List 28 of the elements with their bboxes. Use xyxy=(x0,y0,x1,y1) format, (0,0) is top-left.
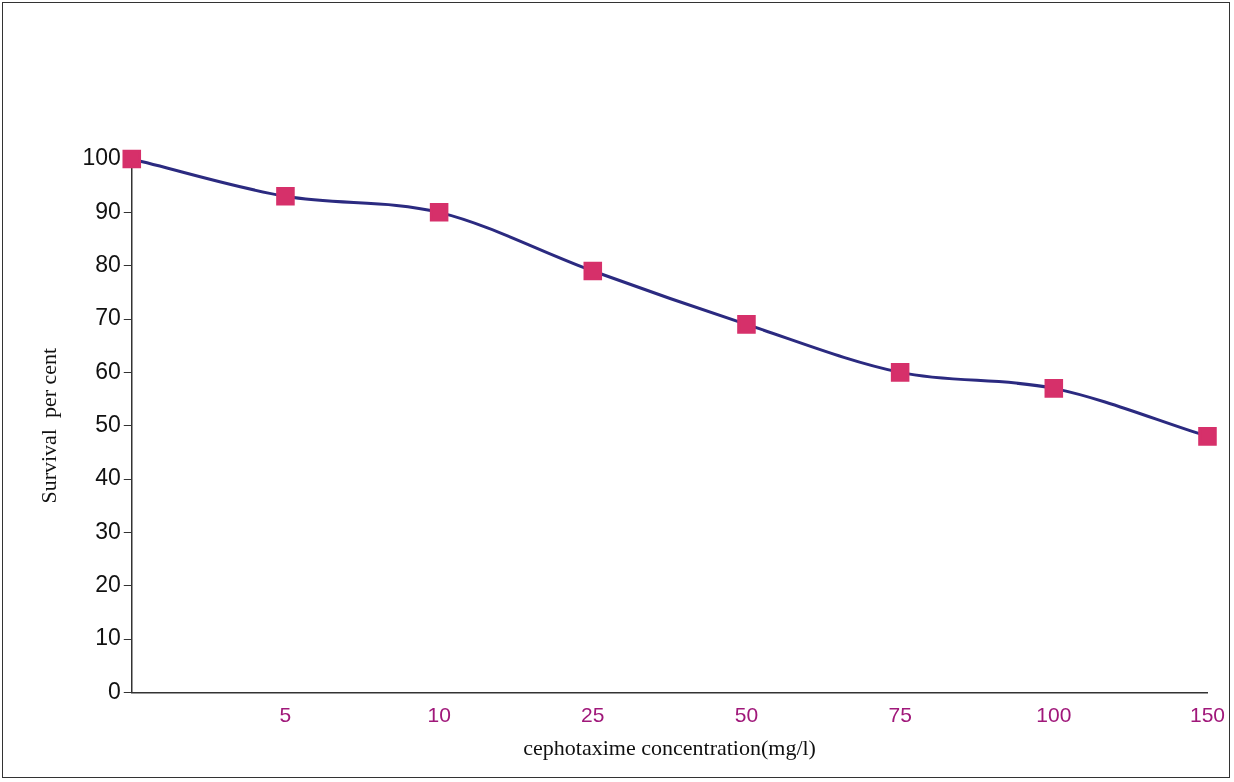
x-tick-label: 10 xyxy=(427,702,451,726)
point xyxy=(122,149,142,169)
y-axis-title: Survival per cent xyxy=(35,347,61,504)
y-tick-label: 10 xyxy=(95,624,121,651)
x-tick-label: 50 xyxy=(734,702,759,726)
point xyxy=(429,203,449,222)
x-tick-label: 75 xyxy=(888,702,912,726)
y-tick-label: 80 xyxy=(95,251,121,278)
point xyxy=(737,315,756,334)
y-tick-label: 90 xyxy=(95,197,121,224)
point xyxy=(583,261,603,281)
point xyxy=(276,187,295,206)
y-tick-label: 0 xyxy=(107,677,121,704)
y-tick-label: 20 xyxy=(95,571,121,598)
x-tick-label: 25 xyxy=(581,702,605,726)
y-tick-label: 40 xyxy=(95,464,121,491)
x-tick-label: 100 xyxy=(1036,702,1072,726)
y-tick-label: 50 xyxy=(95,411,121,438)
point xyxy=(1044,379,1064,398)
y-tick-label: 30 xyxy=(95,517,121,544)
point xyxy=(890,363,910,382)
point xyxy=(1198,427,1217,446)
x-tick-label: 5 xyxy=(279,702,292,726)
y-tick-label: 70 xyxy=(95,304,121,331)
x-axis-title: cephotaxime concentration(mg/l) xyxy=(523,734,816,760)
x-tick-label: 150 xyxy=(1189,702,1225,726)
y-tick-label: 100 xyxy=(82,144,121,171)
y-tick-label: 60 xyxy=(95,357,121,384)
